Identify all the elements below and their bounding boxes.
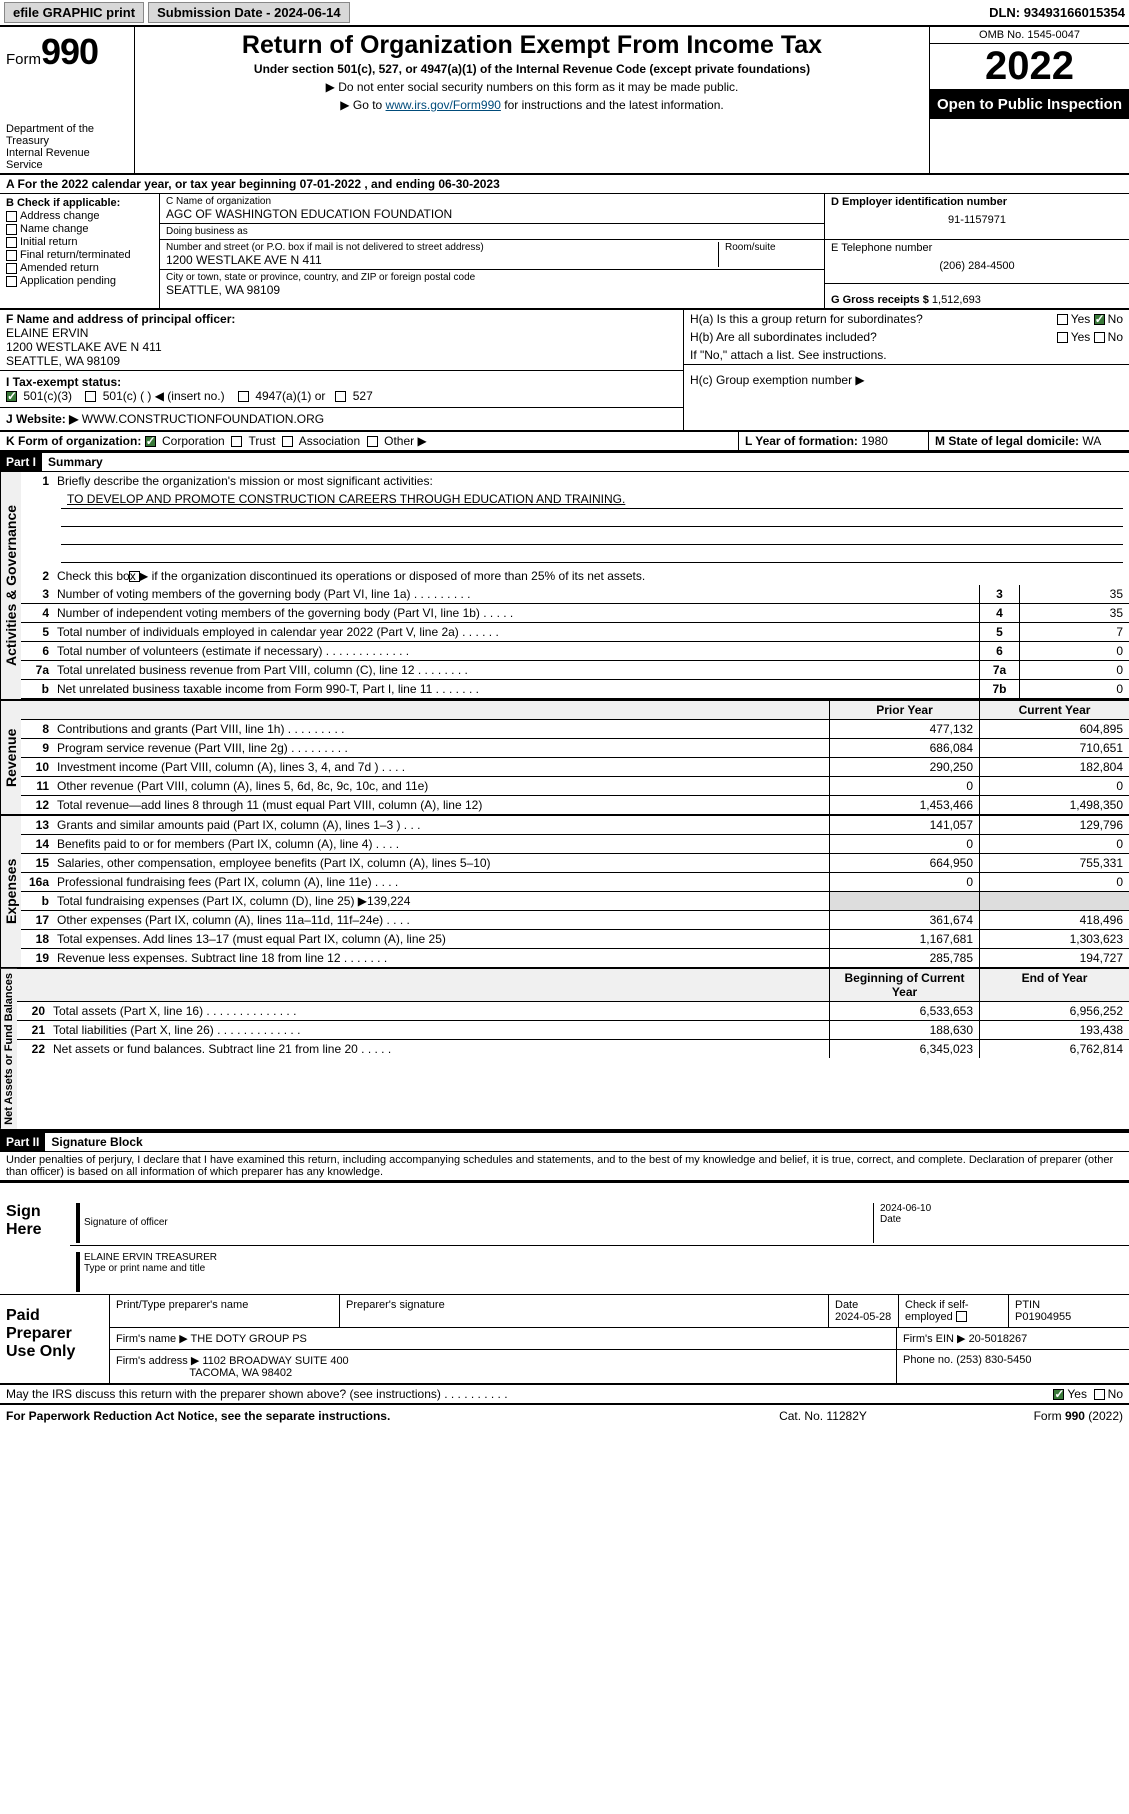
checkbox-initial[interactable] bbox=[6, 237, 17, 248]
summary-line: 11Other revenue (Part VIII, column (A), … bbox=[21, 777, 1129, 796]
website-row: J Website: ▶ WWW.CONSTRUCTIONFOUNDATION.… bbox=[0, 408, 683, 430]
city-cell: City or town, state or province, country… bbox=[160, 270, 824, 299]
checkbox-discontinued[interactable] bbox=[129, 571, 140, 582]
summary-line: 19Revenue less expenses. Subtract line 1… bbox=[21, 949, 1129, 967]
irs-link[interactable]: www.irs.gov/Form990 bbox=[386, 98, 501, 112]
form-number: Form990 bbox=[6, 31, 128, 73]
gross-receipts: G Gross receipts $ 1,512,693 bbox=[825, 284, 1129, 308]
summary-line: 22Net assets or fund balances. Subtract … bbox=[17, 1040, 1129, 1058]
checkbox-discuss-yes[interactable] bbox=[1053, 1389, 1064, 1400]
checkbox-trust[interactable] bbox=[231, 436, 242, 447]
note-ssn: ▶ Do not enter social security numbers o… bbox=[141, 80, 923, 94]
street-cell: Number and street (or P.O. box if mail i… bbox=[160, 240, 824, 270]
summary-line: 7aTotal unrelated business revenue from … bbox=[21, 661, 1129, 680]
klm-row: K Form of organization: Corporation Trus… bbox=[0, 432, 1129, 451]
checkbox-assoc[interactable] bbox=[282, 436, 293, 447]
summary-line: 14Benefits paid to or for members (Part … bbox=[21, 835, 1129, 854]
checkbox-final[interactable] bbox=[6, 250, 17, 261]
checkbox-4947[interactable] bbox=[238, 391, 249, 402]
vlabel-expenses: Expenses bbox=[0, 816, 21, 967]
footer: For Paperwork Reduction Act Notice, see … bbox=[0, 1405, 1129, 1427]
summary-line: 17Other expenses (Part IX, column (A), l… bbox=[21, 911, 1129, 930]
checkbox-corp[interactable] bbox=[145, 436, 156, 447]
ha-row: H(a) Is this a group return for subordin… bbox=[684, 310, 1129, 328]
checkbox-other[interactable] bbox=[367, 436, 378, 447]
officer-cell: F Name and address of principal officer:… bbox=[0, 310, 683, 371]
section-b: B Check if applicable: Address change Na… bbox=[0, 194, 160, 308]
summary-line: 13Grants and similar amounts paid (Part … bbox=[21, 816, 1129, 835]
open-inspection: Open to Public Inspection bbox=[930, 90, 1129, 119]
summary-line: bNet unrelated business taxable income f… bbox=[21, 680, 1129, 699]
summary-line: 6Total number of volunteers (estimate if… bbox=[21, 642, 1129, 661]
block-bcdefg: B Check if applicable: Address change Na… bbox=[0, 194, 1129, 310]
summary-line: 12Total revenue—add lines 8 through 11 (… bbox=[21, 796, 1129, 814]
checkbox-amended[interactable] bbox=[6, 263, 17, 274]
section-revenue: Revenue Prior YearCurrent Year 8Contribu… bbox=[0, 701, 1129, 816]
checkbox-address-change[interactable] bbox=[6, 211, 17, 222]
penalties-text: Under penalties of perjury, I declare th… bbox=[0, 1152, 1129, 1181]
top-bar: efile GRAPHIC print Submission Date - 20… bbox=[0, 0, 1129, 27]
tax-exempt-row: I Tax-exempt status: 501(c)(3) 501(c) ( … bbox=[0, 371, 683, 408]
summary-line: 21Total liabilities (Part X, line 26) . … bbox=[17, 1021, 1129, 1040]
may-discuss-row: May the IRS discuss this return with the… bbox=[0, 1385, 1129, 1405]
dept-label: Department of the Treasury bbox=[6, 123, 128, 147]
checkbox-pending[interactable] bbox=[6, 276, 17, 287]
vlabel-revenue: Revenue bbox=[0, 701, 21, 814]
omb-number: OMB No. 1545-0047 bbox=[930, 27, 1129, 44]
checkbox-ha-no[interactable] bbox=[1094, 314, 1105, 325]
section-netassets: Net Assets or Fund Balances Beginning of… bbox=[0, 969, 1129, 1131]
hb-note: If "No," attach a list. See instructions… bbox=[684, 346, 1129, 365]
efile-button[interactable]: efile GRAPHIC print bbox=[4, 2, 144, 23]
section-governance: Activities & Governance 1Briefly describ… bbox=[0, 472, 1129, 701]
form-subtitle: Under section 501(c), 527, or 4947(a)(1)… bbox=[141, 62, 923, 76]
signature-block: Sign Here Signature of officer 2024-06-1… bbox=[0, 1181, 1129, 1295]
checkbox-discuss-no[interactable] bbox=[1094, 1389, 1105, 1400]
checkbox-527[interactable] bbox=[335, 391, 346, 402]
org-name-cell: C Name of organization AGC OF WASHINGTON… bbox=[160, 194, 824, 224]
form-header: Form990 Department of the Treasury Inter… bbox=[0, 27, 1129, 175]
checkbox-ha-yes[interactable] bbox=[1057, 314, 1068, 325]
block-fhij: F Name and address of principal officer:… bbox=[0, 310, 1129, 432]
checkbox-501c[interactable] bbox=[85, 391, 96, 402]
summary-line: 18Total expenses. Add lines 13–17 (must … bbox=[21, 930, 1129, 949]
tax-year: 2022 bbox=[930, 44, 1129, 90]
summary-line: 16aProfessional fundraising fees (Part I… bbox=[21, 873, 1129, 892]
note-link: ▶ Go to www.irs.gov/Form990 for instruct… bbox=[141, 98, 923, 112]
preparer-block: Paid Preparer Use Only Print/Type prepar… bbox=[0, 1295, 1129, 1385]
dln: DLN: 93493166015354 bbox=[989, 5, 1125, 20]
form-title: Return of Organization Exempt From Incom… bbox=[141, 31, 923, 60]
mission-text: TO DEVELOP AND PROMOTE CONSTRUCTION CARE… bbox=[61, 490, 1123, 509]
checkbox-hb-no[interactable] bbox=[1094, 332, 1105, 343]
summary-line: 20Total assets (Part X, line 16) . . . .… bbox=[17, 1002, 1129, 1021]
part-i-header: Part I Summary bbox=[0, 451, 1129, 472]
checkbox-self-employed[interactable] bbox=[956, 1311, 967, 1322]
summary-line: 3Number of voting members of the governi… bbox=[21, 585, 1129, 604]
vlabel-governance: Activities & Governance bbox=[0, 472, 21, 699]
submission-date: Submission Date - 2024-06-14 bbox=[148, 2, 350, 23]
summary-line: bTotal fundraising expenses (Part IX, co… bbox=[21, 892, 1129, 911]
ein-cell: D Employer identification number 91-1157… bbox=[825, 194, 1129, 240]
hc-row: H(c) Group exemption number ▶ bbox=[684, 365, 1129, 395]
hb-row: H(b) Are all subordinates included? Yes … bbox=[684, 328, 1129, 346]
checkbox-501c3[interactable] bbox=[6, 391, 17, 402]
dba-cell: Doing business as bbox=[160, 224, 824, 240]
phone-cell: E Telephone number (206) 284-4500 bbox=[825, 240, 1129, 284]
checkbox-hb-yes[interactable] bbox=[1057, 332, 1068, 343]
summary-line: 4Number of independent voting members of… bbox=[21, 604, 1129, 623]
section-expenses: Expenses 13Grants and similar amounts pa… bbox=[0, 816, 1129, 969]
checkbox-name-change[interactable] bbox=[6, 224, 17, 235]
summary-line: 10Investment income (Part VIII, column (… bbox=[21, 758, 1129, 777]
summary-line: 5Total number of individuals employed in… bbox=[21, 623, 1129, 642]
row-a: A For the 2022 calendar year, or tax yea… bbox=[0, 175, 1129, 194]
summary-line: 9Program service revenue (Part VIII, lin… bbox=[21, 739, 1129, 758]
irs-label: Internal Revenue Service bbox=[6, 147, 128, 171]
part-ii-header: Part II Signature Block bbox=[0, 1131, 1129, 1152]
summary-line: 15Salaries, other compensation, employee… bbox=[21, 854, 1129, 873]
vlabel-netassets: Net Assets or Fund Balances bbox=[0, 969, 17, 1129]
summary-line: 8Contributions and grants (Part VIII, li… bbox=[21, 720, 1129, 739]
